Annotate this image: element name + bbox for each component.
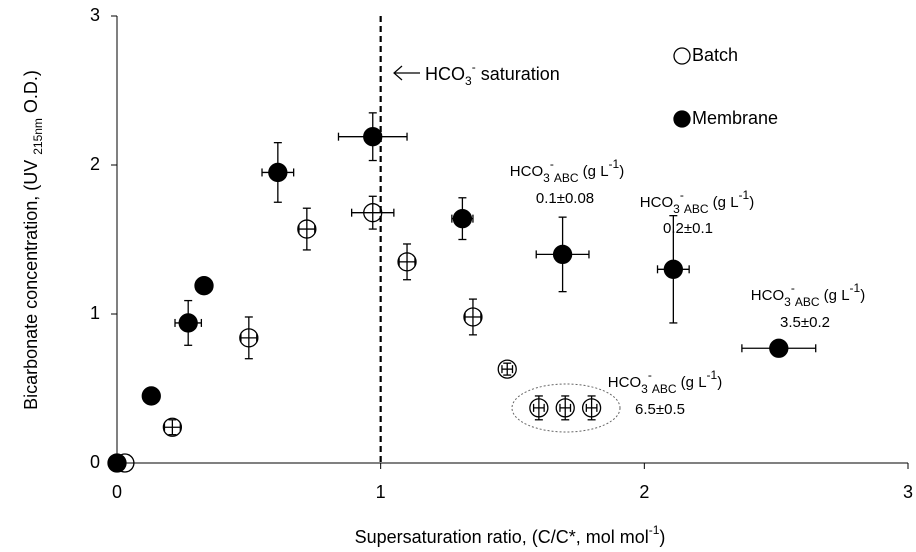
text-part: 3.5±0.2 — [780, 314, 830, 331]
text-part: Supersaturation ratio, (C/C*, mol mol — [355, 527, 649, 547]
text-part: 3 — [543, 171, 550, 185]
legend-label: Batch — [692, 45, 738, 65]
text-part: - — [550, 157, 554, 171]
annotation: HCO3- saturation — [425, 60, 560, 88]
text-part: ) — [860, 287, 865, 304]
annotation: HCO3-ABC (g L-1) — [640, 188, 754, 216]
text-part: 0.1±0.08 — [536, 190, 594, 207]
text-part: HCO — [640, 194, 673, 211]
annotation: HCO3-ABC (g L-1) — [510, 157, 624, 185]
text-part: -1 — [739, 188, 750, 202]
annotation: 6.5±0.5 — [635, 401, 685, 418]
point — [178, 313, 198, 333]
text-part: ABC — [652, 382, 677, 396]
text-part: 0.2±0.1 — [663, 220, 713, 237]
text-part: ) — [749, 194, 754, 211]
annotation: HCO3-ABC (g L-1) — [751, 281, 865, 309]
text-part: O.D.) — [21, 70, 41, 118]
text-part: HCO — [425, 64, 465, 84]
text-part: ) — [717, 374, 722, 391]
y-tick-label: 3 — [90, 5, 100, 25]
point — [663, 259, 683, 279]
point — [552, 244, 573, 265]
text-part: HCO — [510, 163, 543, 180]
point — [363, 203, 383, 223]
text-part: HCO — [751, 287, 784, 304]
group-ellipse — [511, 383, 621, 433]
legend-marker — [673, 110, 691, 128]
text-part: (g L — [709, 194, 739, 211]
point — [497, 359, 517, 379]
text-part: 6.5±0.5 — [635, 401, 685, 418]
legend-label: Membrane — [692, 108, 778, 128]
x-tick-label: 3 — [903, 482, 913, 502]
annotation: 3.5±0.2 — [780, 314, 830, 331]
text-part: ABC — [554, 171, 579, 185]
text-part: 3 — [641, 382, 648, 396]
x-axis-label: Supersaturation ratio, (C/C*, mol mol-1) — [355, 523, 666, 547]
text-part: 3 — [673, 202, 680, 216]
text-part: ABC — [684, 202, 709, 216]
arrow-head — [393, 65, 403, 81]
point — [194, 276, 214, 296]
text-part: -1 — [707, 368, 718, 382]
y-tick-label: 0 — [90, 452, 100, 472]
point — [239, 328, 259, 348]
annotation: 0.1±0.08 — [536, 190, 594, 207]
x-tick-label: 1 — [376, 482, 386, 502]
point — [529, 398, 549, 418]
text-part: ABC — [795, 295, 820, 309]
text-part: Bicarbonate concentration, (UV — [21, 155, 41, 410]
x-tick-label: 0 — [112, 482, 122, 502]
point — [297, 219, 317, 239]
y-tick-label: 2 — [90, 154, 100, 174]
point — [268, 162, 288, 183]
point — [555, 398, 575, 418]
point — [581, 398, 602, 418]
x-tick-label: 2 — [639, 482, 649, 502]
point — [107, 453, 127, 473]
text-part: - — [680, 188, 684, 202]
text-part: 215nm — [31, 118, 45, 155]
y-axis-label: Bicarbonate concentration, (UV 215nm O.D… — [21, 70, 45, 410]
point — [769, 338, 789, 358]
y-tick-label: 1 — [90, 303, 100, 323]
text-part: - — [791, 281, 795, 295]
text-part: -1 — [649, 523, 660, 537]
text-part: - — [472, 60, 476, 74]
point — [463, 307, 483, 327]
text-part: 3 — [465, 74, 472, 88]
text-part: saturation — [476, 64, 560, 84]
text-part: ) — [659, 527, 665, 547]
text-part: -1 — [609, 157, 620, 171]
annotation: 0.2±0.1 — [663, 220, 713, 237]
text-part: (g L — [579, 163, 609, 180]
text-part: 3 — [784, 295, 791, 309]
text-part: (g L — [820, 287, 850, 304]
legend-marker — [673, 47, 691, 65]
point — [162, 417, 183, 437]
point — [363, 127, 383, 147]
point — [452, 208, 473, 229]
text-part: (g L — [677, 374, 707, 391]
text-part: - — [648, 368, 652, 382]
text-part: HCO — [608, 374, 641, 391]
annotation: HCO3-ABC (g L-1) — [608, 368, 722, 396]
point — [397, 252, 417, 272]
point — [141, 386, 161, 406]
text-part: ) — [619, 163, 624, 180]
text-part: -1 — [850, 281, 861, 295]
